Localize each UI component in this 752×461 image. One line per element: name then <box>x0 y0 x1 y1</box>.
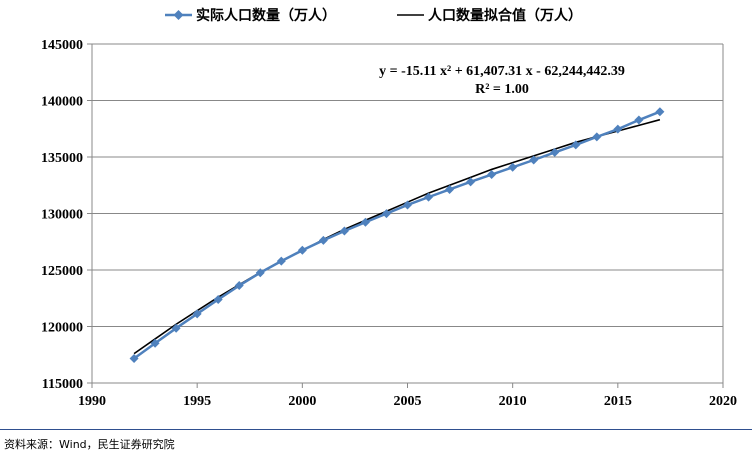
legend-fit-label: 人口数量拟合值（万人） <box>428 7 582 24</box>
x-tick-label: 2005 <box>394 394 422 409</box>
fit-series <box>133 118 661 355</box>
actual-point <box>339 226 349 236</box>
x-axis: 1990 1995 2000 2005 2010 2015 2020 <box>78 382 737 409</box>
actual-point <box>129 353 139 363</box>
actual-point <box>255 268 265 278</box>
actual-series <box>129 107 665 363</box>
actual-point <box>634 115 644 125</box>
y-tick-label: 130000 <box>41 208 83 223</box>
actual-point <box>360 217 370 227</box>
actual-point <box>213 295 223 305</box>
y-tick-label: 120000 <box>41 321 83 336</box>
actual-point <box>550 147 560 157</box>
actual-point <box>529 155 539 165</box>
actual-line <box>133 110 661 360</box>
actual-point <box>466 177 476 187</box>
actual-point <box>613 124 623 134</box>
actual-point <box>571 140 581 150</box>
y-axis: 115000 120000 125000 130000 135000 140000 1450… <box>41 38 92 392</box>
x-tick-label: 2010 <box>499 394 527 409</box>
actual-point <box>403 200 412 210</box>
x-tick-label: 2020 <box>709 394 737 409</box>
x-tick-label: 1995 <box>183 394 211 409</box>
actual-point <box>234 281 244 291</box>
actual-point <box>381 209 391 219</box>
x-tick-label: 1990 <box>78 394 106 409</box>
y-tick-label: 140000 <box>41 95 83 110</box>
actual-point <box>171 323 181 333</box>
actual-point <box>592 132 602 142</box>
y-tick-label: 145000 <box>41 38 83 53</box>
actual-point <box>445 184 455 194</box>
y-tick-label: 135000 <box>41 151 83 166</box>
actual-point <box>424 192 434 202</box>
fit-line <box>133 118 661 355</box>
footer-rule <box>0 429 752 430</box>
actual-point <box>508 162 518 172</box>
y-tick-label: 125000 <box>41 264 83 279</box>
actual-point <box>487 170 497 180</box>
legend-actual-label: 实际人口数量（万人） <box>196 7 336 24</box>
legend: 实际人口数量（万人） 人口数量拟合值（万人） <box>165 7 582 24</box>
actual-point <box>192 309 202 319</box>
actual-point <box>318 235 328 245</box>
r-squared-label: R² = 1.00 <box>475 82 529 97</box>
y-tick-label: 115000 <box>42 377 83 392</box>
x-tick-label: 2000 <box>288 394 316 409</box>
source-note: 资料来源：Wind，民生证券研究院 <box>4 438 175 451</box>
legend-actual-marker <box>173 10 184 20</box>
regression-equation: y = -15.11 x² + 61,407.31 x - 62,244,442… <box>379 64 625 79</box>
plot-frame <box>91 43 724 384</box>
actual-point <box>297 245 307 255</box>
actual-point <box>276 256 286 266</box>
x-tick-label: 2015 <box>604 394 632 409</box>
actual-point <box>150 338 160 348</box>
actual-point <box>655 107 665 117</box>
